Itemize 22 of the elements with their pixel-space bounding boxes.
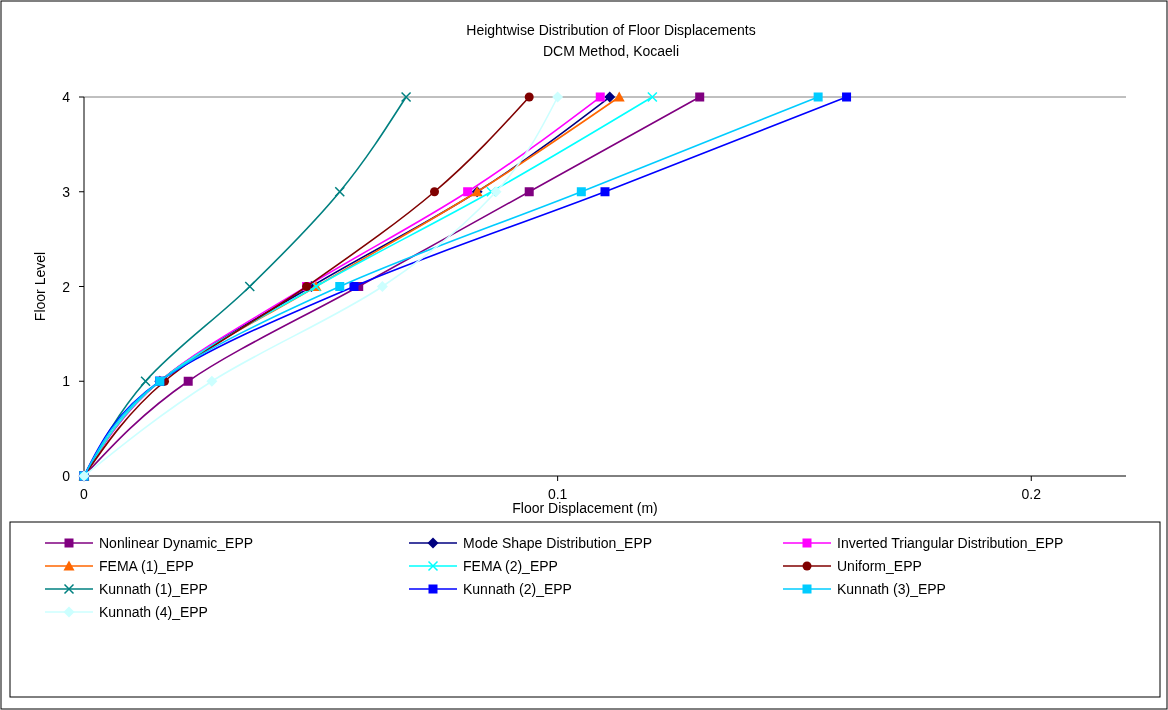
y-tick-label: 4 [62, 89, 71, 105]
chart-subtitle: DCM Method, Kocaeli [542, 43, 680, 59]
y-axis-title: Floor Level [32, 251, 48, 322]
legend-label: Mode Shape Distribution_EPP [463, 535, 653, 551]
legend-label: Kunnath (4)_EPP [99, 604, 208, 620]
legend-label: Kunnath (2)_EPP [463, 581, 572, 597]
x-tick-label: 0 [80, 486, 89, 502]
x-axis-title: Floor Displacement (m) [512, 500, 658, 516]
legend-label: Kunnath (1)_EPP [99, 581, 208, 597]
legend-label: FEMA (1)_EPP [99, 558, 194, 574]
y-tick-label: 3 [62, 183, 71, 200]
chart-title: Heightwise Distribution of Floor Displacements [466, 22, 756, 38]
legend-label: Kunnath (3)_EPP [837, 581, 946, 597]
y-tick-label: 0 [62, 468, 71, 484]
legend-label: Uniform_EPP [837, 558, 922, 574]
x-tick-label: 0.1 [547, 486, 568, 502]
legend-label: FEMA (2)_EPP [463, 558, 558, 574]
x-tick-label: 0.2 [1021, 486, 1042, 502]
legend-label: Inverted Triangular Distribution_EPP [837, 535, 1064, 551]
y-tick-label: 1 [62, 373, 71, 390]
y-tick-label: 2 [62, 278, 71, 295]
legend-label: Nonlinear Dynamic_EPP [99, 535, 254, 551]
